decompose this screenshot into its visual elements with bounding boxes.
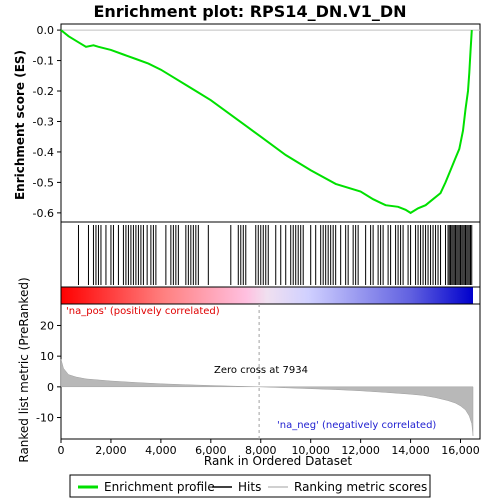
enrichment-profile-line (60, 29, 473, 215)
metric-tick-label: 10 (40, 350, 54, 363)
x-tick-label: 12,000 (341, 444, 380, 457)
legend: Enrichment profile Hits Ranking metric sco… (78, 480, 427, 494)
chart-title: Enrichment plot: RPS14_DN.V1_DN (93, 2, 406, 21)
metric-tick-label: 20 (40, 319, 54, 332)
legend-label: Enrichment profile (104, 480, 215, 494)
x-axis-ticks: 0 2,000 4,000 6,000 8,000 10,000 12,000 14,000 1… (58, 439, 480, 457)
zero-cross-label: Zero cross at 7934 (214, 365, 308, 376)
legend-label: Hits (238, 480, 261, 494)
es-axis-label: Enrichment score (ES) (13, 50, 27, 200)
x-tick-label: 16,000 (441, 444, 480, 457)
metric-tick-label: -10 (36, 412, 54, 425)
metric-axis-ticks: 20 10 0 -10 (36, 319, 61, 425)
hit-markers (77, 225, 473, 285)
x-tick-label: 8,000 (245, 444, 277, 457)
legend-box (69, 474, 431, 498)
pos-correlated-label: 'na_pos' (positively correlated) (66, 306, 220, 317)
x-tick-label: 10,000 (291, 444, 330, 457)
es-tick-label: -0.5 (33, 176, 54, 189)
metric-tick-label: 0 (47, 381, 54, 394)
es-tick-label: -0.4 (33, 146, 54, 159)
x-tick-label: 2,000 (95, 444, 127, 457)
neg-correlated-label: 'na_neg' (negatively correlated) (277, 420, 436, 431)
rank-color-bar (61, 287, 473, 304)
legend-label: Ranking metric scores (294, 480, 427, 494)
es-axis-ticks: 0.0 -0.1 -0.2 -0.3 -0.4 -0.5 -0.6 (33, 24, 61, 220)
es-tick-label: -0.2 (33, 85, 54, 98)
x-tick-label: 0 (58, 444, 65, 457)
ranking-metric-area (60, 359, 474, 436)
x-tick-label: 6,000 (195, 444, 227, 457)
x-tick-label: 14,000 (391, 444, 430, 457)
metric-axis-label: Ranked list metric (PreRanked) (17, 277, 31, 462)
metric-panel-frame (60, 303, 481, 440)
x-tick-label: 4,000 (145, 444, 177, 457)
x-axis-label: Rank in Ordered Dataset (204, 454, 352, 468)
es-tick-label: 0.0 (37, 24, 55, 37)
es-tick-label: -0.1 (33, 55, 54, 68)
es-tick-label: -0.6 (33, 207, 54, 220)
es-tick-label: -0.3 (33, 115, 54, 128)
